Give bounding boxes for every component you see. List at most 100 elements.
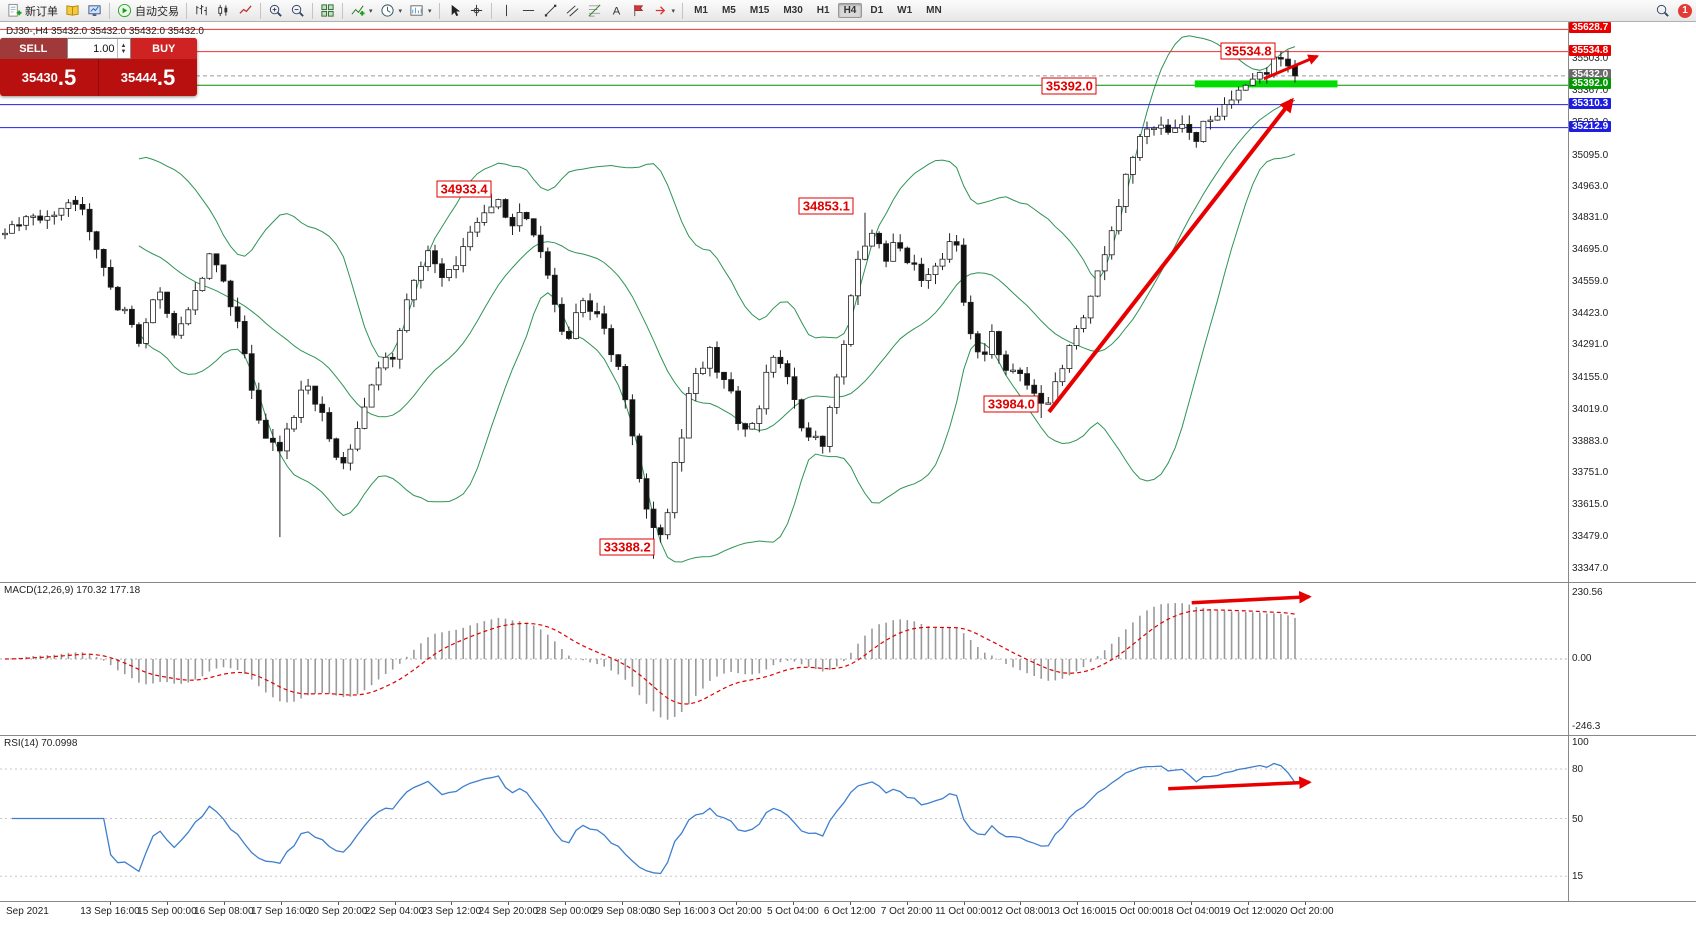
- periods-button[interactable]: ▾: [377, 1, 406, 20]
- candle: [735, 390, 741, 424]
- indicators-button[interactable]: ▾: [347, 1, 376, 20]
- timeframe-m15[interactable]: M15: [749, 5, 770, 16]
- timeframe-m5[interactable]: M5: [721, 5, 736, 16]
- sell-button[interactable]: SELL: [0, 38, 67, 59]
- text-button[interactable]: A: [606, 1, 627, 20]
- time-label: 7 Oct 20:00: [880, 906, 933, 917]
- price-axis[interactable]: 35503.035367.035231.035095.034963.034831…: [1568, 22, 1696, 582]
- notification-badge[interactable]: 1: [1678, 3, 1692, 18]
- label-button[interactable]: [628, 1, 649, 20]
- candle: [439, 263, 445, 279]
- candle: [255, 389, 262, 421]
- horizontal-line-button[interactable]: [518, 1, 539, 20]
- timeframe-m30[interactable]: M30: [783, 5, 803, 16]
- volume-spinner[interactable]: ▲ ▼: [116, 39, 130, 58]
- cursor-icon: [451, 4, 460, 17]
- spinner-down-icon[interactable]: ▼: [120, 48, 127, 55]
- price-callout: 33388.2: [599, 538, 655, 556]
- candle: [749, 423, 756, 430]
- toolbar: 新订单 自动交易: [0, 0, 1696, 22]
- cursor-button[interactable]: [444, 1, 465, 20]
- dropdown-caret-icon: ▾: [398, 7, 403, 15]
- time-tick: [166, 902, 168, 905]
- arrows-button[interactable]: ▾: [650, 1, 679, 20]
- candle: [143, 322, 149, 344]
- candle: [833, 376, 840, 408]
- candle: [1263, 72, 1270, 75]
- candle: [100, 248, 107, 268]
- timeframe-d1[interactable]: D1: [870, 5, 884, 16]
- rsi-axis-value: 15: [1572, 871, 1584, 883]
- spinner-up-icon[interactable]: ▲: [120, 42, 127, 49]
- crosshair-button[interactable]: [466, 1, 487, 20]
- time-tick: [792, 902, 794, 905]
- candle: [580, 300, 586, 314]
- timeframe-w1[interactable]: W1: [897, 5, 913, 16]
- new-order-button[interactable]: 新订单: [4, 1, 61, 20]
- timeframe-h1[interactable]: H1: [816, 5, 830, 16]
- main-chart-plot[interactable]: DJ30-,H4 35432.0 35432.0 35432.0 35432.0…: [0, 22, 1568, 582]
- macd-plot[interactable]: MACD(12,26,9) 170.32 177.18: [0, 583, 1568, 735]
- candle: [1045, 402, 1052, 405]
- candle: [354, 427, 361, 450]
- autotrading-button[interactable]: 自动交易: [114, 1, 182, 20]
- candle: [587, 300, 593, 312]
- candle: [312, 385, 319, 405]
- price-highlight: 35432.0: [1569, 68, 1612, 80]
- buy-button[interactable]: BUY: [130, 38, 197, 59]
- candle: [157, 291, 164, 301]
- candle: [305, 385, 312, 391]
- rsi-plot[interactable]: RSI(14) 70.0998: [0, 736, 1568, 901]
- candle: [960, 244, 967, 303]
- price-callout: 34933.4: [436, 180, 492, 198]
- time-label: 5 Oct 04:00: [766, 906, 819, 917]
- ask-price[interactable]: 35444.5: [98, 59, 197, 96]
- candle: [601, 313, 608, 329]
- candle: [361, 406, 368, 429]
- price-tick: 35095.0: [1572, 149, 1609, 161]
- time-label: Sep 2021: [6, 906, 49, 917]
- bar-chart-button[interactable]: [191, 1, 212, 20]
- line-chart-button[interactable]: [235, 1, 256, 20]
- time-tick: [1304, 902, 1306, 905]
- time-label: 20 Oct 20:00: [1276, 906, 1334, 917]
- bid-price[interactable]: 35430.5: [0, 59, 98, 96]
- candle: [841, 343, 847, 378]
- zoom-out-button[interactable]: [287, 1, 308, 20]
- candle: [1101, 254, 1108, 272]
- market-watch-button[interactable]: [62, 1, 83, 20]
- fibonacci-button[interactable]: [584, 1, 605, 20]
- candlestick-chart-button[interactable]: [213, 1, 234, 20]
- arrows-icon: [655, 6, 665, 15]
- candle: [135, 324, 142, 344]
- time-axis[interactable]: Sep 2021 13 Sep 16:00 15 Sep 00:00 16 Sep 0…: [0, 901, 1696, 940]
- price-tick: 34963.0: [1572, 180, 1609, 192]
- chart-window-button[interactable]: [84, 1, 105, 20]
- tile-windows-button[interactable]: [317, 1, 338, 20]
- price-tick: 33347.0: [1572, 562, 1609, 574]
- volume-stepper[interactable]: 1.00 ▲ ▼: [66, 38, 131, 59]
- macd-axis-value: -246.3: [1572, 721, 1601, 732]
- channel-button[interactable]: [562, 1, 583, 20]
- vertical-line-button[interactable]: [496, 1, 517, 20]
- symbol-info: DJ30-,H4 35432.0 35432.0 35432.0 35432.0: [6, 26, 204, 37]
- templates-button[interactable]: ▾: [406, 1, 435, 20]
- volume-value[interactable]: 1.00: [93, 42, 115, 55]
- timeframe-mn[interactable]: MN: [926, 5, 942, 16]
- price-tick: 33615.0: [1572, 499, 1609, 511]
- rsi-chart: [0, 762, 1568, 877]
- time-tick: [110, 902, 111, 905]
- support-zone-highlight: [1194, 80, 1338, 88]
- trendline-button[interactable]: [540, 1, 561, 20]
- candle: [918, 263, 925, 281]
- search-button[interactable]: [1652, 1, 1673, 20]
- time-label: 15 Oct 00:00: [1105, 906, 1163, 917]
- timeframe-h4[interactable]: H4: [837, 3, 863, 18]
- zoom-in-button[interactable]: [265, 1, 286, 20]
- time-tick: [394, 902, 396, 905]
- price-tick: 34155.0: [1572, 371, 1609, 383]
- candle: [150, 299, 156, 324]
- candle: [551, 274, 558, 305]
- timeframe-m1[interactable]: M1: [694, 5, 708, 16]
- rsi-axis: 100 80 50 15: [1568, 736, 1696, 901]
